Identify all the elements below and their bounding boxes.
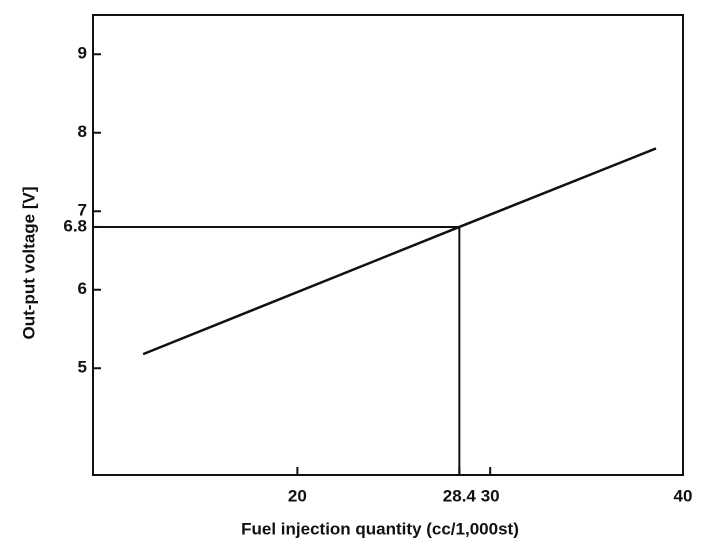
y-axis-label: Out-put voltage [V] <box>19 187 38 340</box>
x-tick-label: 30 <box>481 486 500 505</box>
x-axis-label: Fuel injection quantity (cc/1,000st) <box>241 519 519 538</box>
y-tick-label: 7 <box>78 201 87 220</box>
y-tick-label: 6 <box>78 279 87 298</box>
y-tick-label: 8 <box>78 122 87 141</box>
y-tick-label: 5 <box>78 358 87 377</box>
data-line <box>142 147 657 356</box>
y-tick-label: 6.8 <box>63 216 87 235</box>
x-tick-label: 40 <box>674 486 693 505</box>
plot-frame <box>92 14 684 476</box>
y-tick-label: 9 <box>78 44 87 63</box>
x-tick-label: 28.4 <box>443 486 477 505</box>
x-tick-label: 20 <box>288 486 307 505</box>
